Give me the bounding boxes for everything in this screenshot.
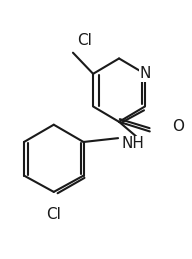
Text: NH: NH (121, 136, 144, 152)
Text: Cl: Cl (46, 207, 61, 222)
Text: O: O (173, 119, 185, 134)
Text: N: N (139, 66, 151, 81)
Text: Cl: Cl (77, 33, 92, 48)
